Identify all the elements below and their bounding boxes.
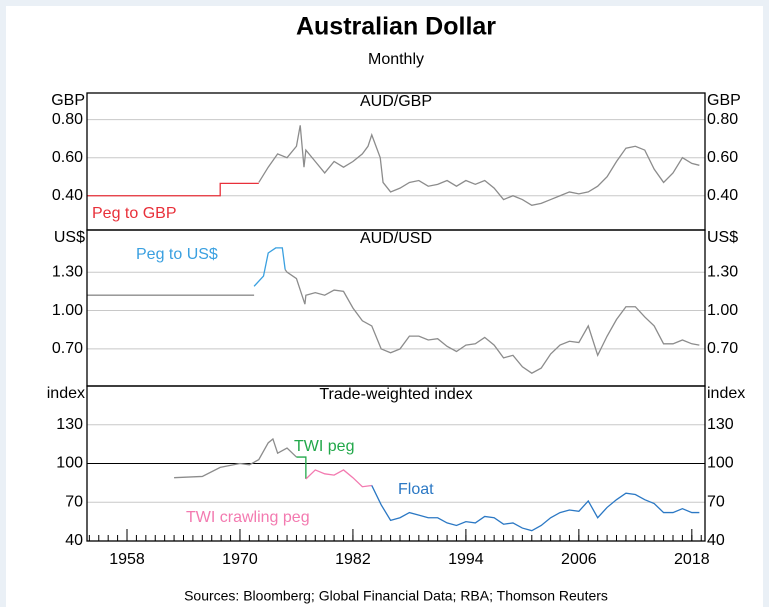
- panel-title: AUD/GBP: [360, 93, 432, 110]
- y-tick-label: 0.70: [52, 340, 83, 357]
- x-tick-label: 1958: [109, 551, 145, 568]
- y-tick-label: 70: [65, 493, 83, 510]
- y2-tick-label: 70: [707, 493, 725, 510]
- y2-axis-label: GBP: [707, 92, 741, 109]
- series-line: [87, 182, 259, 197]
- series-line: [258, 125, 700, 206]
- panel-title: AUD/USD: [360, 230, 432, 247]
- series-line: [296, 456, 307, 479]
- y-tick-label: 1.30: [52, 263, 83, 280]
- y2-tick-label: 0.40: [707, 187, 738, 204]
- y-tick-label: 1.00: [52, 302, 83, 319]
- panel-frame: [86, 385, 706, 542]
- y-tick-label: 0.40: [52, 187, 83, 204]
- x-tick-label: 2018: [674, 551, 710, 568]
- y-tick-label: 0.80: [52, 111, 83, 128]
- y2-axis-label: index: [707, 385, 745, 402]
- y2-axis-label: US$: [707, 229, 738, 246]
- annotation: Peg to US$: [136, 246, 218, 263]
- y2-tick-label: 40: [707, 532, 725, 549]
- x-tick-label: 1994: [448, 551, 484, 568]
- y-tick-label: 100: [56, 455, 83, 472]
- y-tick-label: 0.60: [52, 149, 83, 166]
- annotation: Peg to GBP: [92, 205, 177, 222]
- annotation: TWI peg: [294, 438, 354, 455]
- y2-tick-label: 1.00: [707, 302, 738, 319]
- y-axis-label: index: [47, 385, 85, 402]
- y-tick-label: 130: [56, 416, 83, 433]
- y-axis-label: US$: [54, 229, 85, 246]
- series-line: [371, 485, 700, 532]
- series-line: [253, 247, 286, 287]
- chart-subtitle: Monthly: [368, 51, 424, 68]
- y2-tick-label: 130: [707, 416, 734, 433]
- panel-title: Trade-weighted index: [319, 386, 472, 403]
- series-line: [284, 269, 700, 374]
- y2-tick-label: 1.30: [707, 263, 738, 280]
- y2-tick-label: 0.60: [707, 149, 738, 166]
- source-note: Sources: Bloomberg; Global Financial Dat…: [184, 588, 608, 604]
- y2-tick-label: 0.80: [707, 111, 738, 128]
- chart-background: [6, 6, 763, 607]
- y2-tick-label: 100: [707, 455, 734, 472]
- series-line: [174, 437, 297, 479]
- annotation: TWI crawling peg: [186, 509, 310, 526]
- y-tick-label: 40: [65, 532, 83, 549]
- x-tick-label: 1970: [222, 551, 258, 568]
- y-axis-label: GBP: [51, 92, 85, 109]
- annotation: Float: [398, 481, 434, 498]
- series-line: [305, 469, 372, 488]
- chart-title: Australian Dollar: [296, 13, 496, 41]
- y2-tick-label: 0.70: [707, 340, 738, 357]
- x-tick-label: 2006: [561, 551, 597, 568]
- x-tick-label: 1982: [335, 551, 371, 568]
